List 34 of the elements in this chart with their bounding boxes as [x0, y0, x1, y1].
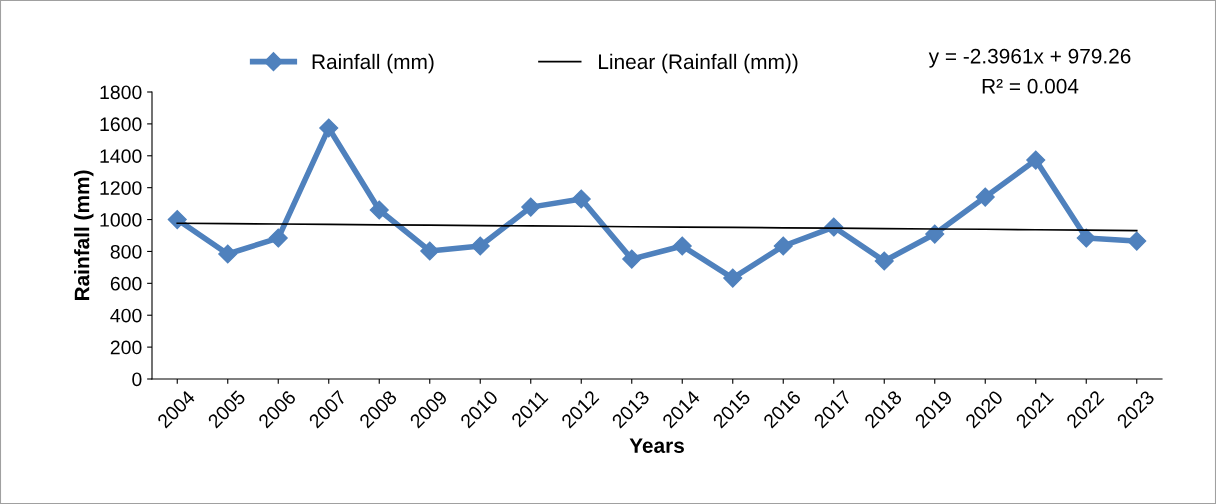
point — [622, 249, 642, 269]
point — [470, 236, 490, 256]
y-tick-label: 0 — [132, 372, 142, 387]
point — [773, 236, 793, 256]
y-tick-label: 1400 — [100, 149, 142, 164]
y-tick-label: 600 — [110, 276, 142, 291]
x-axis-title: Years — [629, 438, 684, 453]
point — [571, 189, 591, 209]
legend-label: Rainfall (mm) — [312, 53, 434, 74]
point — [874, 251, 894, 271]
point — [1026, 150, 1046, 170]
point — [1127, 231, 1147, 251]
point — [975, 187, 995, 207]
point — [1076, 228, 1096, 248]
point — [218, 244, 238, 264]
y-tick-label: 1200 — [100, 181, 142, 195]
point — [319, 118, 339, 138]
y-axis-title: Rainfall (mm) — [74, 170, 94, 301]
point — [268, 228, 288, 248]
y-tick-label: 200 — [110, 340, 142, 355]
annotation: R² = 0.004 — [982, 78, 1079, 94]
y-tick-label: 1000 — [100, 213, 142, 227]
point — [672, 236, 692, 256]
legend-label: Linear (Rainfall (mm)) — [599, 53, 798, 74]
y-tick-label: 800 — [110, 244, 142, 259]
text: y = -2.3961x + 979.26 — [928, 48, 1131, 68]
point — [521, 197, 541, 217]
point — [369, 200, 389, 220]
y-tick-label: 1800 — [100, 85, 142, 100]
y-tick-label: 1600 — [100, 117, 142, 132]
y-tick-label: 400 — [110, 308, 142, 323]
point — [925, 224, 945, 244]
point — [420, 241, 440, 261]
point — [723, 268, 743, 288]
